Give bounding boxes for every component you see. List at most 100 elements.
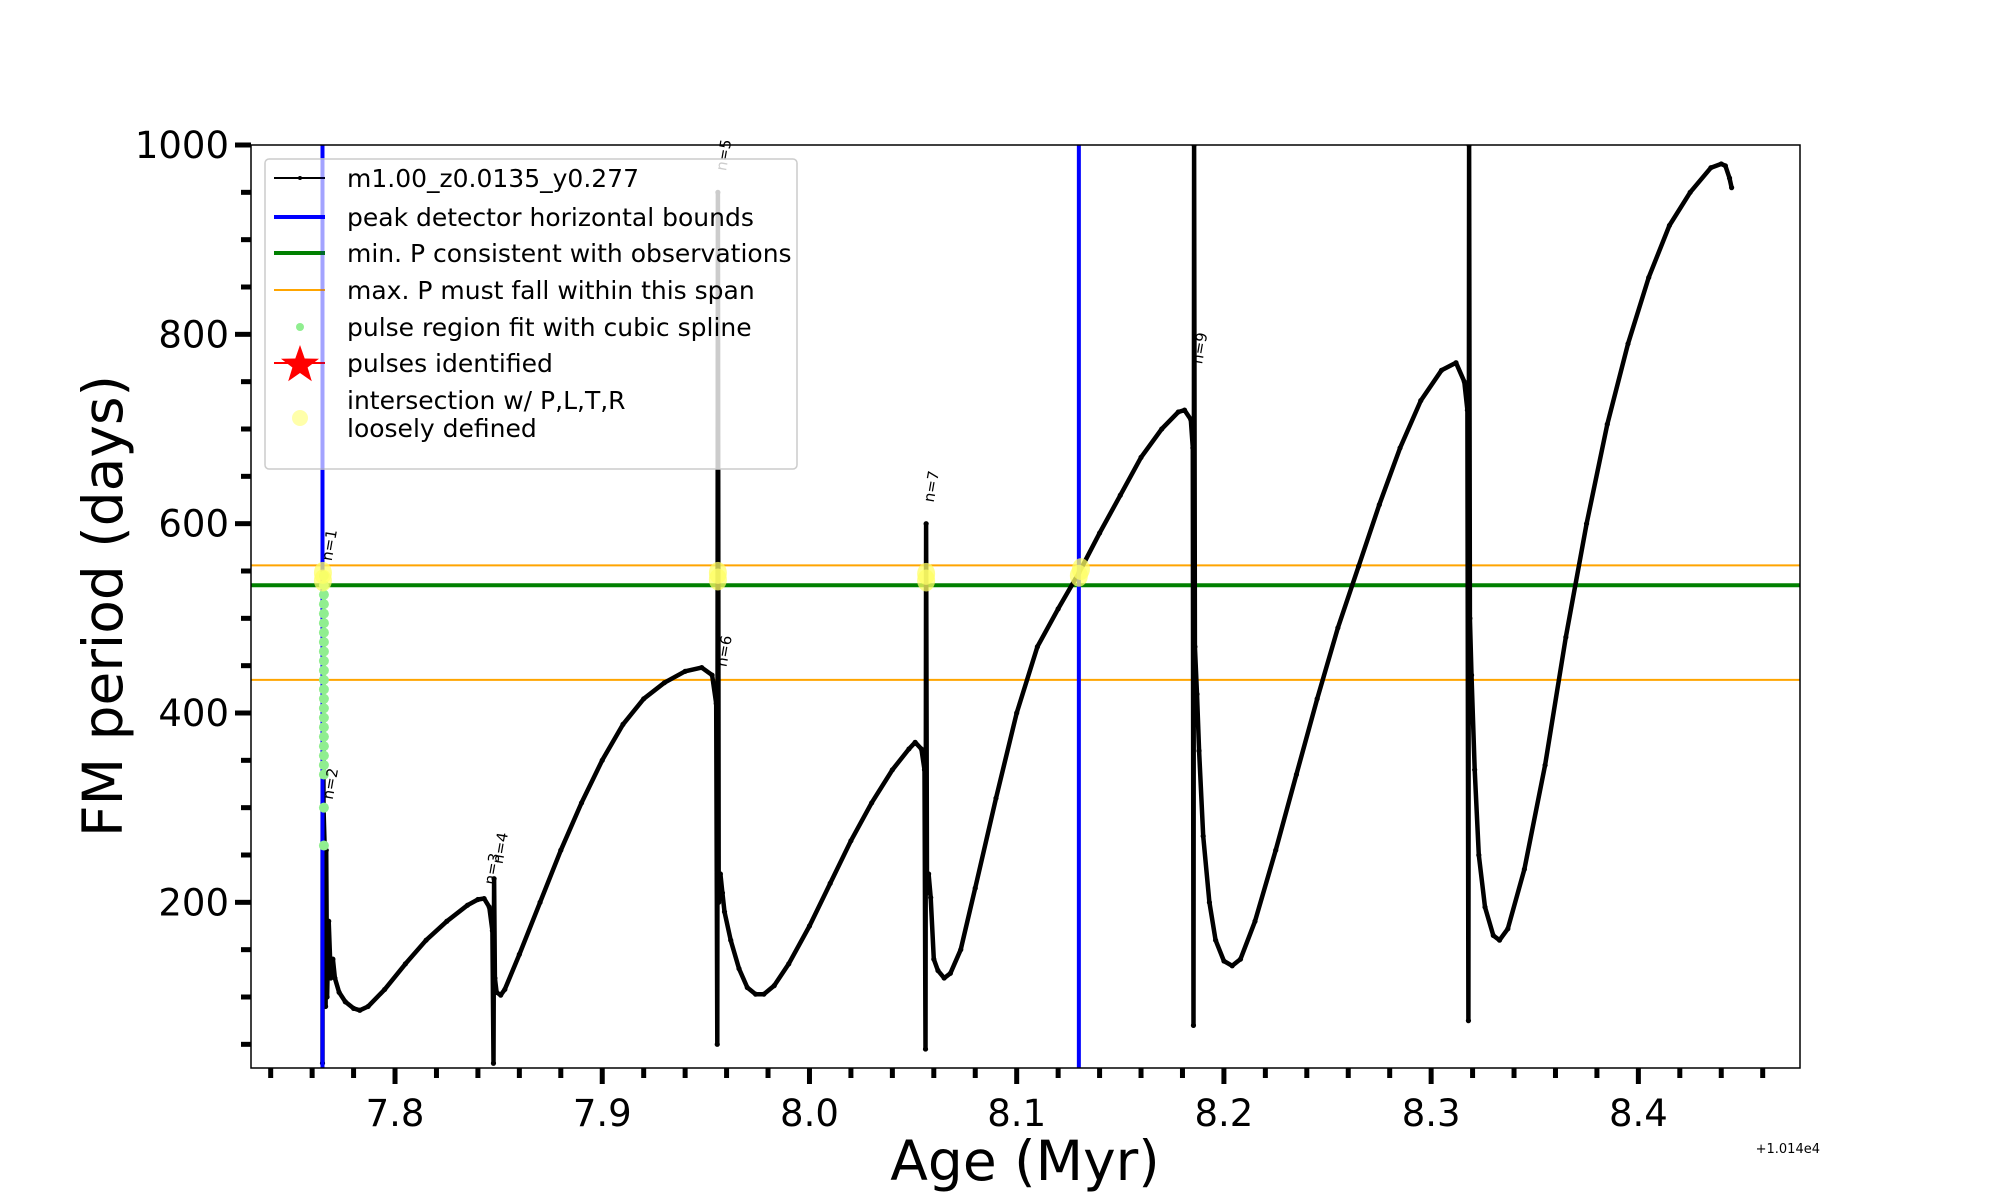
spline-fit-point bbox=[318, 674, 329, 685]
series-point bbox=[1729, 185, 1735, 191]
series-point bbox=[1687, 189, 1693, 195]
series-point bbox=[771, 983, 777, 989]
pulse-label: n=4 bbox=[489, 831, 512, 865]
series-point bbox=[641, 696, 647, 702]
series-point bbox=[869, 800, 875, 806]
legend-label: peak detector horizontal bounds bbox=[347, 203, 754, 232]
legend-box bbox=[264, 158, 798, 470]
series-line bbox=[319, 145, 1735, 1066]
series-point bbox=[993, 795, 999, 801]
pulse-label: n=2 bbox=[319, 767, 342, 801]
series-point bbox=[713, 700, 719, 707]
series-point bbox=[721, 909, 728, 915]
series-point bbox=[1356, 563, 1362, 569]
series-point bbox=[1190, 1022, 1197, 1028]
series-point bbox=[1376, 502, 1382, 508]
series-point bbox=[1542, 762, 1548, 768]
series-point bbox=[928, 895, 934, 901]
series-point bbox=[1229, 963, 1235, 969]
series-point bbox=[1175, 409, 1181, 415]
series-point bbox=[1583, 521, 1590, 527]
series-point bbox=[1335, 625, 1341, 631]
series-point bbox=[1200, 833, 1206, 839]
series-point bbox=[752, 991, 759, 997]
legend-label: pulse region fit with cubic spline bbox=[347, 313, 752, 342]
series-point bbox=[342, 999, 348, 1005]
legend-dot-icon bbox=[292, 410, 308, 426]
series-point bbox=[324, 994, 330, 1000]
intersection-point bbox=[917, 569, 936, 592]
pulse-label: n=7 bbox=[920, 469, 943, 503]
series-point bbox=[1194, 691, 1200, 697]
spline-fit-point bbox=[318, 760, 329, 771]
series-point bbox=[926, 871, 932, 877]
series-point bbox=[326, 918, 332, 924]
legend-dot-icon bbox=[298, 176, 302, 180]
series-point bbox=[906, 746, 912, 752]
spline-fit-point bbox=[318, 722, 329, 733]
legend-label: max. P must fall within this span bbox=[347, 276, 755, 305]
pulse-label: n=9 bbox=[1188, 331, 1211, 365]
series-point bbox=[1438, 367, 1445, 373]
series-point bbox=[1293, 771, 1300, 778]
series-point bbox=[464, 902, 471, 908]
series-point bbox=[1666, 222, 1673, 229]
series-point bbox=[736, 966, 742, 972]
series-point bbox=[1117, 492, 1123, 498]
series-point bbox=[744, 984, 750, 991]
series-point bbox=[1472, 767, 1478, 773]
series-point bbox=[924, 890, 930, 896]
series-point bbox=[806, 923, 813, 929]
series-point bbox=[1505, 926, 1511, 932]
intersection-points bbox=[313, 558, 1090, 592]
spline-fit-point bbox=[318, 646, 329, 657]
series-point bbox=[1055, 606, 1061, 612]
series-point bbox=[1496, 937, 1503, 943]
x-tick-label: 8.2 bbox=[1194, 1092, 1253, 1135]
series-point bbox=[1034, 644, 1041, 650]
series-point bbox=[1625, 341, 1631, 347]
series-point bbox=[719, 890, 726, 896]
spline-fit-point bbox=[318, 655, 329, 666]
series-point bbox=[716, 899, 722, 905]
pulse-label: n=3 bbox=[480, 852, 503, 886]
series-point bbox=[941, 975, 947, 981]
series-point bbox=[402, 961, 408, 967]
spline-fit-point bbox=[318, 712, 329, 723]
series-point bbox=[699, 664, 705, 671]
series-point bbox=[1397, 445, 1403, 451]
x-tick-label: 8.0 bbox=[780, 1092, 839, 1135]
spline-fit-point bbox=[318, 665, 329, 676]
series-point bbox=[423, 937, 429, 943]
spline-fit-point bbox=[318, 731, 329, 742]
x-tick-label: 7.9 bbox=[573, 1092, 632, 1135]
intersection-point bbox=[313, 561, 332, 584]
series-point bbox=[1237, 956, 1244, 962]
series-point bbox=[328, 975, 334, 981]
series-point bbox=[827, 880, 833, 887]
series-point bbox=[709, 672, 715, 678]
series-point bbox=[1718, 161, 1724, 167]
series-point bbox=[661, 680, 668, 686]
series-point bbox=[931, 956, 937, 962]
spline-fit-point bbox=[318, 608, 329, 619]
series-point bbox=[1196, 748, 1202, 754]
series-point bbox=[558, 847, 564, 853]
series-point bbox=[1014, 710, 1020, 716]
x-tick-label: 8.3 bbox=[1402, 1092, 1461, 1135]
spline-fit-point bbox=[318, 750, 329, 761]
x-tick-label: 7.8 bbox=[366, 1092, 425, 1135]
series-point bbox=[1726, 175, 1733, 181]
series-point bbox=[502, 986, 508, 993]
series-point bbox=[1467, 615, 1473, 621]
series-point bbox=[599, 757, 605, 763]
series-point bbox=[1468, 672, 1475, 678]
legend-label: intersection w/ P,L,T,R bbox=[347, 386, 626, 415]
series-point bbox=[1465, 1018, 1472, 1024]
series-point bbox=[1722, 163, 1728, 169]
series-point bbox=[493, 989, 500, 995]
series-point bbox=[1192, 644, 1198, 650]
series-point bbox=[516, 951, 522, 958]
